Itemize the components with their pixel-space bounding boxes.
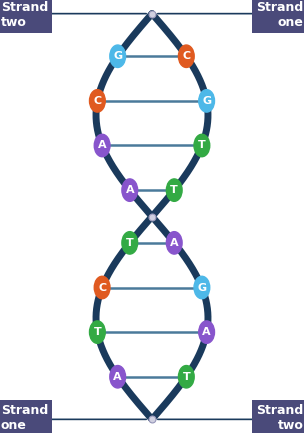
- Text: C: C: [182, 51, 190, 61]
- Text: A: A: [170, 238, 178, 248]
- Text: A: A: [202, 327, 211, 337]
- Text: A: A: [98, 140, 106, 151]
- Text: G: G: [113, 51, 122, 61]
- Circle shape: [110, 365, 126, 388]
- Circle shape: [94, 276, 110, 299]
- Text: Strand
one: Strand one: [1, 404, 48, 432]
- Text: Strand
two: Strand two: [256, 404, 303, 432]
- Circle shape: [122, 179, 138, 201]
- Text: Strand
one: Strand one: [256, 1, 303, 29]
- Text: G: G: [202, 96, 211, 106]
- Circle shape: [194, 276, 210, 299]
- Circle shape: [199, 321, 215, 343]
- Text: A: A: [126, 185, 134, 195]
- Circle shape: [199, 90, 215, 112]
- Circle shape: [89, 321, 105, 343]
- Circle shape: [89, 90, 105, 112]
- Text: A: A: [113, 372, 122, 382]
- Circle shape: [122, 232, 138, 254]
- Circle shape: [194, 134, 210, 157]
- Text: G: G: [197, 282, 206, 293]
- Circle shape: [178, 365, 194, 388]
- Text: T: T: [198, 140, 206, 151]
- Text: T: T: [170, 185, 178, 195]
- Text: T: T: [182, 372, 190, 382]
- Text: T: T: [126, 238, 134, 248]
- Circle shape: [166, 232, 182, 254]
- Text: C: C: [93, 96, 102, 106]
- Circle shape: [110, 45, 126, 68]
- Text: Strand
two: Strand two: [1, 1, 48, 29]
- Text: C: C: [98, 282, 106, 293]
- Circle shape: [94, 134, 110, 157]
- Text: T: T: [94, 327, 101, 337]
- Circle shape: [166, 179, 182, 201]
- Circle shape: [178, 45, 194, 68]
